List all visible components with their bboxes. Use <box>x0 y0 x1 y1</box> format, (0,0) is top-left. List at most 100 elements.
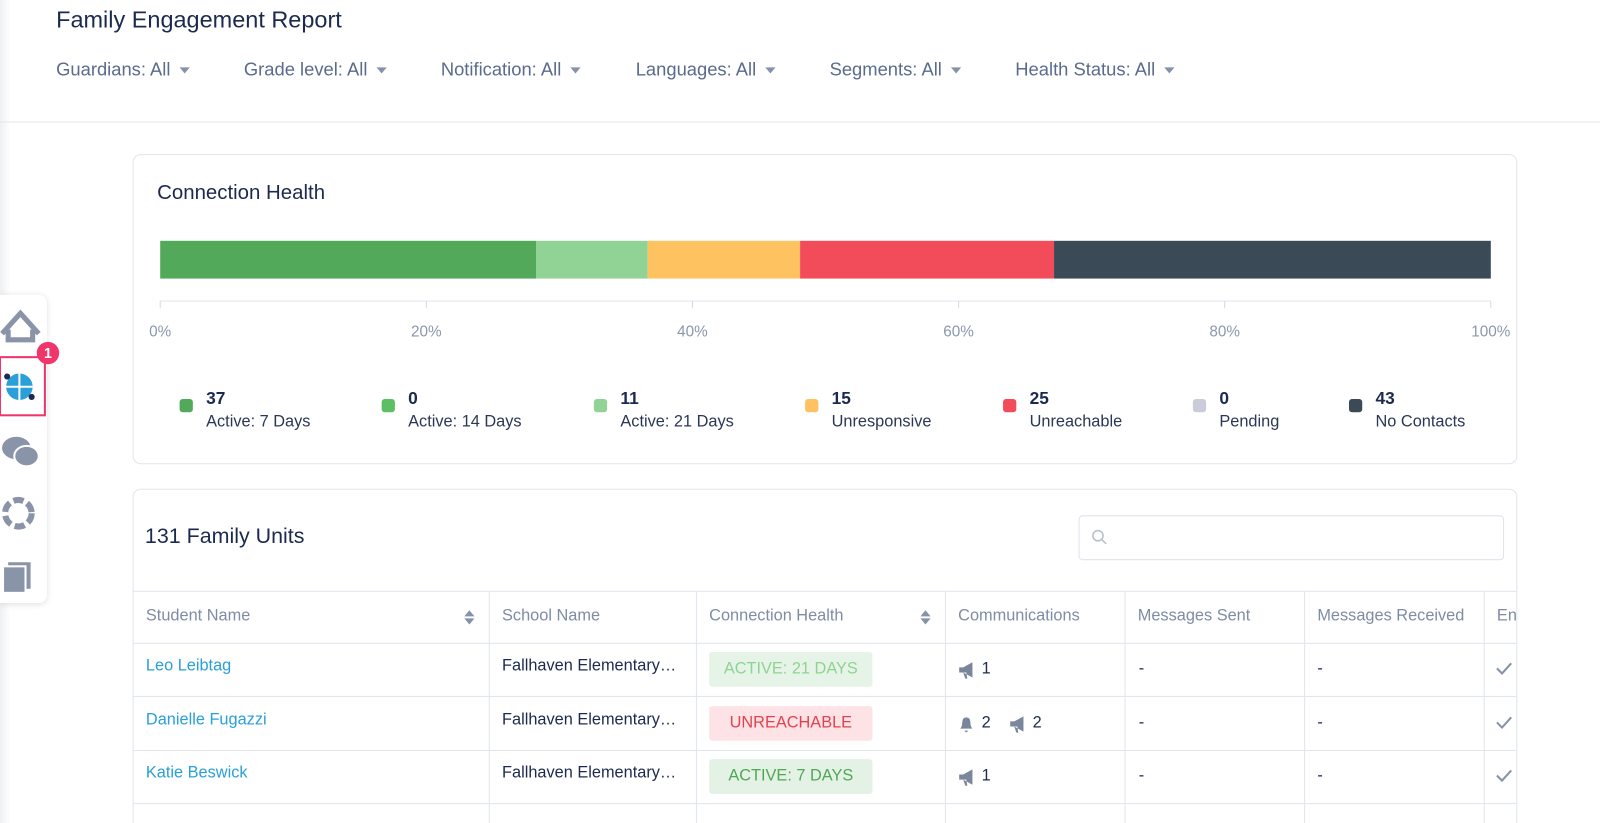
chat-icon[interactable] <box>0 421 47 482</box>
legend-count: 37 <box>206 388 226 409</box>
table-row <box>132 696 1517 751</box>
messages-sent: - <box>1138 713 1145 732</box>
student-link[interactable]: Katie Beswick <box>145 764 248 782</box>
legend-label: Unresponsive <box>831 413 932 431</box>
legend-label: Active: 14 Days <box>408 413 522 431</box>
column-divider <box>1124 590 1126 823</box>
megaphone-icon <box>957 661 977 684</box>
x-tick-label: 0% <box>149 323 172 341</box>
check-icon <box>1496 661 1512 680</box>
column-divider <box>1483 590 1485 823</box>
health-pill: UNREACHABLE <box>709 705 873 741</box>
health-pill: ACTIVE: 7 DAYS <box>709 759 873 794</box>
check-icon <box>1496 768 1512 787</box>
column-divider <box>488 590 490 823</box>
school-name: Fallhaven Elementary… <box>502 657 677 675</box>
megaphone-icon <box>1008 715 1028 738</box>
column-header: School Name <box>502 607 601 625</box>
student-link[interactable]: Leo Leibtag <box>145 657 232 675</box>
filter-dropdown[interactable]: Notification: All <box>441 59 581 80</box>
legend-swatch <box>381 398 395 413</box>
table-title: 131 Family Units <box>144 524 305 548</box>
column-header: En <box>1496 607 1517 625</box>
legend-count: 43 <box>1375 388 1395 409</box>
bar-segment <box>536 240 648 279</box>
legend-count: 15 <box>831 388 851 409</box>
header-divider <box>0 121 1600 123</box>
legend-swatch <box>1348 398 1363 413</box>
search-box[interactable] <box>1078 515 1505 561</box>
messages-received: - <box>1317 660 1323 678</box>
filter-dropdown[interactable]: Grade level: All <box>244 59 387 80</box>
legend-count: 0 <box>1219 388 1230 409</box>
filter-dropdown[interactable]: Guardians: All <box>56 59 190 80</box>
filter-dropdown[interactable]: Segments: All <box>830 59 962 80</box>
legend-count: 25 <box>1029 388 1049 409</box>
column-header: Messages Received <box>1317 607 1465 625</box>
legend-label: Active: 7 Days <box>206 413 311 431</box>
docs-icon[interactable] <box>0 546 47 607</box>
sort-icon <box>463 609 475 625</box>
bell-icon <box>957 715 975 738</box>
globe-icon <box>4 373 35 400</box>
communication-count: 2 <box>1032 713 1042 732</box>
communication-count: 2 <box>981 713 991 732</box>
column-header[interactable]: Connection Health <box>709 607 844 625</box>
legend-label: Pending <box>1219 413 1280 431</box>
student-link[interactable]: Danielle Fugazzi <box>145 710 267 729</box>
sidebar <box>0 294 47 604</box>
bar-segment <box>647 240 801 279</box>
check-icon <box>1496 715 1512 734</box>
megaphone-icon <box>957 768 977 791</box>
legend-swatch <box>593 398 608 413</box>
school-name: Fallhaven Elementary… <box>502 764 677 782</box>
school-name: Fallhaven Elementary… <box>502 710 677 729</box>
page-title: Family Engagement Report <box>56 6 342 33</box>
home-icon[interactable] <box>0 295 47 356</box>
column-divider <box>944 590 946 823</box>
messages-received: - <box>1317 713 1323 732</box>
table-row <box>132 750 1517 805</box>
active-nav[interactable] <box>0 356 46 417</box>
communication-count: 1 <box>981 660 991 678</box>
x-tick-label: 60% <box>943 323 974 341</box>
x-tick-label: 20% <box>410 323 442 341</box>
legend-count: 11 <box>620 388 639 409</box>
legend-swatch <box>1003 398 1017 413</box>
legend-swatch <box>179 398 193 413</box>
nav-badge: 1 <box>36 341 60 365</box>
column-header[interactable]: Student Name <box>145 607 251 625</box>
legend-label: Active: 21 Days <box>620 413 734 431</box>
x-tick-label: 100% <box>1471 323 1511 341</box>
stacked-bar-chart <box>159 240 1492 309</box>
x-tick-label: 40% <box>677 323 708 341</box>
table-header-row <box>132 590 1517 644</box>
health-card <box>132 154 1518 465</box>
messages-sent: - <box>1138 660 1145 678</box>
legend-label: Unreachable <box>1029 413 1123 431</box>
legend-label: No Contacts <box>1375 413 1466 431</box>
bar-segment <box>800 240 1055 279</box>
x-tick-label: 80% <box>1209 323 1240 341</box>
messages-received: - <box>1317 767 1323 785</box>
filter-dropdown[interactable]: Languages: All <box>636 59 776 80</box>
bar-segment <box>160 240 537 279</box>
health-pill: ACTIVE: 21 DAYS <box>709 652 873 687</box>
column-divider <box>1304 590 1306 823</box>
legend-swatch <box>805 398 819 413</box>
legend-count: 0 <box>408 388 418 409</box>
column-header: Communications <box>958 607 1080 625</box>
legend-swatch <box>1192 398 1207 413</box>
chart-title: Connection Health <box>157 181 326 205</box>
messages-sent: - <box>1138 767 1145 785</box>
bar-segment <box>1054 240 1491 279</box>
gauge-icon[interactable] <box>0 485 47 546</box>
filter-dropdown[interactable]: Health Status: All <box>1015 59 1174 80</box>
table-row <box>132 643 1517 697</box>
column-divider <box>695 590 697 823</box>
sort-icon <box>919 609 931 625</box>
search-icon <box>1092 529 1107 545</box>
communication-count: 1 <box>981 767 991 785</box>
column-header: Messages Sent <box>1137 607 1251 625</box>
